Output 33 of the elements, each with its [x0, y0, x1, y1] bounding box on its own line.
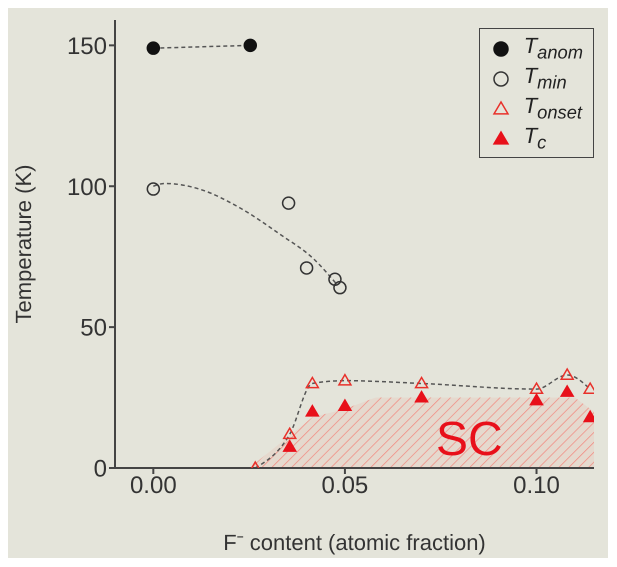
point [282, 427, 296, 440]
point [282, 440, 296, 452]
point [300, 261, 314, 275]
point [306, 404, 320, 417]
y-axis-title: Temperature (K) [10, 164, 36, 324]
point [146, 41, 160, 55]
point [414, 390, 428, 403]
y-tick-label: 50 [80, 314, 107, 342]
x-tick-label: 0.10 [513, 472, 560, 500]
x-axis-title: F⁻ content (atomic fraction) [223, 530, 486, 555]
annotation: SC [436, 413, 503, 466]
point [306, 376, 320, 388]
legend-label: T$_{min}$ [524, 62, 567, 94]
point [560, 368, 574, 380]
y-tick-label: 100 [66, 174, 107, 201]
y-tick-label: 150 [66, 32, 107, 60]
legend-label: T$_{anom}$ [524, 32, 583, 64]
legend-label: T$_{onset}$ [524, 92, 582, 124]
y-tick-label: 0 [94, 456, 107, 483]
x-tick-label: 0.00 [130, 472, 177, 500]
point [338, 374, 352, 386]
point [530, 394, 544, 406]
point [560, 385, 574, 397]
legend-label: T$_{c}$ [524, 122, 546, 154]
x-tick-label: 0.05 [322, 472, 368, 500]
point [333, 280, 347, 294]
point [530, 382, 544, 394]
point [414, 376, 428, 388]
point [328, 272, 342, 286]
point [282, 196, 296, 210]
point [146, 182, 160, 196]
point [244, 38, 258, 52]
point [338, 399, 352, 411]
